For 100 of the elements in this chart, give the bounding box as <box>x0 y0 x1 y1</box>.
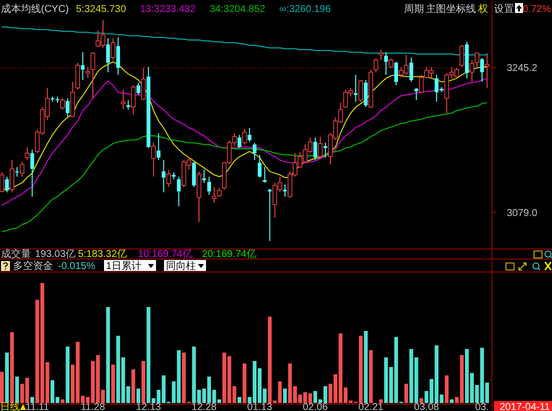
text: 2017-04-11 <box>500 402 550 411</box>
candlestick <box>30 149 34 198</box>
text: 34:3204.852 <box>210 4 266 15</box>
candlestick <box>364 80 368 108</box>
candlestick <box>141 67 146 101</box>
candlestick <box>136 82 140 96</box>
text: 193.03亿 <box>35 249 76 260</box>
candlestick <box>5 176 9 193</box>
candlestick <box>242 128 247 145</box>
candlestick <box>24 146 30 161</box>
candlestick <box>75 62 80 90</box>
text: 13:3233.432 <box>140 4 196 15</box>
candlestick <box>354 74 358 102</box>
candlestick <box>66 98 70 118</box>
text: 成交量 <box>1 248 31 260</box>
candlestick <box>313 136 318 161</box>
x-tick-label: 12.28 <box>192 402 218 411</box>
chart-title: 成本均线(CYC) <box>1 3 69 15</box>
chart-title: 多空资金 <box>13 260 53 272</box>
x-tick-label: 12.13 <box>136 402 162 411</box>
candlestick <box>470 60 474 82</box>
text: ∞:3260.196 <box>279 4 332 15</box>
bar <box>106 307 110 403</box>
candlestick <box>202 169 206 184</box>
candlestick <box>162 160 166 193</box>
candlestick <box>384 52 388 76</box>
bar <box>136 388 140 403</box>
x-tick-label: 11.11 <box>26 402 50 411</box>
x-tick-label: 02.06 <box>302 402 328 411</box>
candlestick <box>394 61 398 86</box>
text: 5:183.32亿 <box>78 249 127 260</box>
text: 同向柱 <box>166 260 196 272</box>
line-series <box>1 102 488 232</box>
candlestick <box>238 134 242 148</box>
candlestick <box>318 136 323 158</box>
candlestick <box>110 38 116 61</box>
bar <box>111 364 115 403</box>
x-tick-label: 01.13 <box>247 402 273 411</box>
candlestick <box>252 142 257 161</box>
candlestick <box>460 44 464 68</box>
candlestick <box>90 52 96 99</box>
bar <box>420 398 424 403</box>
candlestick <box>131 84 136 116</box>
candlestick <box>176 176 181 207</box>
text: 1日累计 <box>106 260 142 272</box>
candlestick <box>212 186 216 204</box>
candlestick <box>60 98 65 110</box>
bar <box>131 369 136 403</box>
x-tick-label: 02.21 <box>358 402 384 411</box>
bar <box>404 384 408 403</box>
candlestick <box>474 52 480 68</box>
y-tick-label: 3079.0 <box>506 208 538 219</box>
candlestick <box>196 170 202 222</box>
text: 设置 <box>494 3 514 15</box>
x-tick-label: 03. <box>475 402 490 411</box>
annotation: 坐标线 <box>446 3 476 15</box>
bar <box>66 346 70 403</box>
annotation: 主图 <box>426 3 446 15</box>
candlestick <box>374 58 378 73</box>
text: 0.72% <box>522 4 552 15</box>
bar <box>0 372 4 403</box>
x-tick-label: 03.08 <box>414 402 440 411</box>
text: 5:3245.730 <box>76 4 126 15</box>
candlestick <box>388 58 394 68</box>
candlestick <box>358 80 364 102</box>
candlestick <box>120 89 126 110</box>
candlestick <box>480 58 484 82</box>
bar <box>60 399 64 403</box>
candlestick <box>262 166 267 184</box>
candlestick <box>10 160 14 193</box>
bar <box>444 375 449 403</box>
bar <box>238 397 242 403</box>
bar <box>364 331 368 403</box>
text: 20:169.74亿 <box>202 249 256 260</box>
bar <box>379 399 383 403</box>
line-series <box>1 78 488 206</box>
x-tick-label: 11.28 <box>80 402 106 411</box>
text: 10:169.74亿 <box>138 249 192 260</box>
candlestick <box>15 166 19 178</box>
bar <box>30 397 34 403</box>
text: -0.015% <box>58 261 96 272</box>
bar <box>242 363 246 403</box>
y-tick-label: 3245.2 <box>506 63 538 74</box>
candlestick <box>86 66 90 79</box>
bar <box>15 376 19 403</box>
bar <box>283 388 287 403</box>
candlestick <box>268 188 272 242</box>
candlestick <box>283 184 287 198</box>
bar <box>368 350 373 403</box>
candlestick <box>192 161 196 188</box>
annotation: 日线 <box>0 401 20 411</box>
bar <box>5 352 9 403</box>
candlestick <box>258 154 262 178</box>
candlestick <box>323 142 328 158</box>
bar <box>142 361 146 403</box>
candlestick <box>116 36 120 76</box>
bar <box>10 332 14 403</box>
candlestick <box>166 169 171 188</box>
candlestick <box>106 38 110 73</box>
candlestick <box>409 56 414 82</box>
